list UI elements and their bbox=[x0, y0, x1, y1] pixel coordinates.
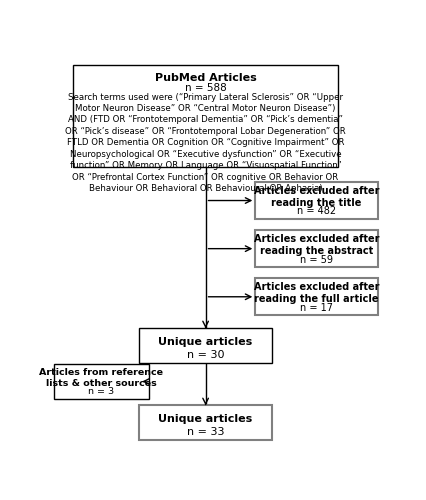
Text: n = 3: n = 3 bbox=[88, 386, 114, 396]
FancyBboxPatch shape bbox=[255, 278, 377, 315]
Text: Search terms used were (“Primary Lateral Sclerosis” OR “Upper
Motor Neuron Disea: Search terms used were (“Primary Lateral… bbox=[65, 92, 345, 193]
Text: n = 482: n = 482 bbox=[296, 206, 335, 216]
Text: Articles from reference
lists & other sources: Articles from reference lists & other so… bbox=[39, 368, 163, 388]
FancyBboxPatch shape bbox=[139, 328, 271, 363]
Text: n = 59: n = 59 bbox=[299, 254, 332, 264]
Text: n = 33: n = 33 bbox=[187, 428, 224, 438]
Text: n = 17: n = 17 bbox=[299, 302, 332, 312]
Text: n = 588: n = 588 bbox=[184, 84, 226, 94]
FancyBboxPatch shape bbox=[73, 65, 337, 167]
Text: n = 30: n = 30 bbox=[187, 350, 224, 360]
FancyBboxPatch shape bbox=[139, 406, 271, 440]
Text: Articles excluded after
reading the abstract: Articles excluded after reading the abst… bbox=[253, 234, 378, 256]
Text: Unique articles: Unique articles bbox=[158, 414, 252, 424]
Text: Unique articles: Unique articles bbox=[158, 337, 252, 347]
Text: PubMed Articles: PubMed Articles bbox=[154, 72, 256, 83]
FancyBboxPatch shape bbox=[255, 230, 377, 267]
FancyBboxPatch shape bbox=[54, 364, 148, 399]
Text: Articles excluded after
reading the full article: Articles excluded after reading the full… bbox=[253, 282, 378, 304]
Text: Articles excluded after
reading the title: Articles excluded after reading the titl… bbox=[253, 186, 378, 208]
FancyBboxPatch shape bbox=[255, 182, 377, 219]
